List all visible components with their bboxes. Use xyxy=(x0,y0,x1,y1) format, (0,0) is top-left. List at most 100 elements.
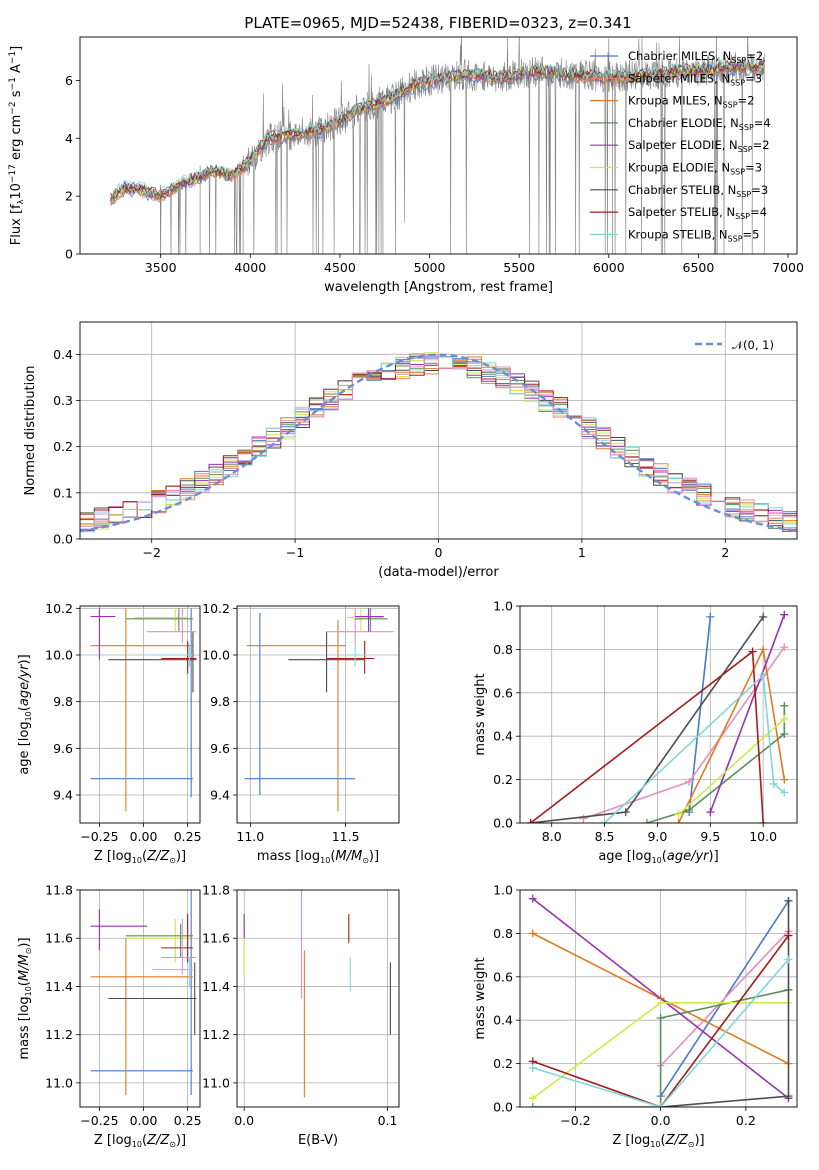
axis-ticks: −0.25 0.00 0.25 9.4 9.6 9.8 10.0 10.2 xyxy=(45,601,201,844)
y-tick-label: 9.4 xyxy=(210,788,230,803)
y-tick-label: 0.0 xyxy=(493,816,513,831)
plot-area xyxy=(90,890,197,1095)
mass-weight-point-marker xyxy=(780,788,789,797)
x-tick-label: 2 xyxy=(721,545,729,560)
plot-area xyxy=(244,608,394,812)
mass-weight-line xyxy=(532,989,789,1107)
y-tick-label: 2 xyxy=(65,189,73,204)
x-tick-label: 6500 xyxy=(683,260,715,275)
y-tick-label: 0.8 xyxy=(493,926,513,941)
legend-series-name: Kroupa ELODIE xyxy=(628,161,714,175)
x-tick-label: 11.5 xyxy=(332,829,360,844)
model-spectrum-line xyxy=(110,57,766,198)
x-tick-label: 4500 xyxy=(324,260,356,275)
x-axis-label: Z [log10(Z/Z⊙)] xyxy=(94,849,186,865)
x-tick-label: 10.0 xyxy=(749,829,777,844)
legend-nssp-value: 5 xyxy=(752,227,759,241)
x-tick-label: 0.25 xyxy=(174,1113,202,1128)
legend-nssp-value: 2 xyxy=(747,94,754,108)
residual-histogram-step xyxy=(80,355,797,539)
legend-label: Kroupa ELODIE, NSSP=3 xyxy=(628,161,762,177)
x-tick-label: 8.0 xyxy=(542,829,562,844)
mass-weight-point-marker xyxy=(759,612,768,621)
axes-frame xyxy=(79,889,201,1108)
mass-weight-line xyxy=(678,718,785,815)
legend-nssp-value: 3 xyxy=(761,183,768,197)
x-axis-label: wavelength [Angstrom, rest frame] xyxy=(324,280,553,295)
mass-weight-point-marker xyxy=(685,777,694,786)
x-tick-label: 6000 xyxy=(593,260,625,275)
x-tick-label: 8.5 xyxy=(595,829,615,844)
axis-ticks: −2 −1 0 1 2 0.0 0.1 0.2 0.3 0.4 xyxy=(53,347,729,560)
axis-ticks: 11.0 11.5 9.4 9.6 9.8 10.0 10.2 xyxy=(202,601,359,844)
y-tick-label: 0.8 xyxy=(493,642,513,657)
x-tick-label: −1 xyxy=(286,545,304,560)
mass-weight-point-marker xyxy=(528,929,537,938)
y-tick-label: 0.2 xyxy=(493,1056,513,1071)
legend-label: Salpeter ELODIE, NSSP=2 xyxy=(628,138,770,154)
grid-lines xyxy=(237,606,399,823)
y-axis-label: Normed distribution xyxy=(23,366,38,496)
y-tick-label: 1.0 xyxy=(493,599,513,614)
mass-vs-metallicity-panel: −0.25 0.00 0.25 11.0 11.2 11.4 11.6 11.8 Z [log1… xyxy=(17,883,202,1150)
x-tick-label: 5500 xyxy=(503,260,535,275)
mass-weight-point-marker xyxy=(674,810,683,819)
plot-area xyxy=(80,352,797,539)
mass-weight-point-marker xyxy=(780,730,789,739)
y-tick-label: 0.6 xyxy=(493,685,513,700)
normal-curve-line xyxy=(80,353,797,533)
legend-series-name: Chabrier STELIB xyxy=(628,183,720,197)
x-tick-label: 11.0 xyxy=(236,829,264,844)
y-tick-label: 0.2 xyxy=(493,772,513,787)
x-tick-label: 9.0 xyxy=(647,829,667,844)
y-tick-label: 9.8 xyxy=(210,694,230,709)
y-tick-label: 4 xyxy=(65,131,73,146)
x-axis-label: Z [log10(Z/Z⊙)] xyxy=(612,1133,704,1149)
spectrum-panel: 3500 4000 4500 5000 5500 6000 6500 70000246Chab… xyxy=(8,36,804,295)
mass-vs-ebv-panel: 0.0 0.1 11.0 11.2 11.4 11.6 11.8 E(B-V) xyxy=(202,883,400,1148)
grid-lines xyxy=(80,606,200,823)
mass-weight-point-marker xyxy=(674,819,683,823)
residual-histogram-panel: −2 −1 0 1 2 0.0 0.1 0.2 0.3 0.4 𝒩(0, 1) (data-model… xyxy=(23,321,798,580)
axes-frame xyxy=(79,321,798,540)
plot-area xyxy=(526,610,789,823)
legend-label: Kroupa MILES, NSSP=2 xyxy=(628,94,755,110)
legend-nssp-value: 3 xyxy=(755,71,762,85)
x-tick-label: 0.1 xyxy=(378,1113,398,1128)
legend-series-name: Kroupa MILES xyxy=(628,94,707,108)
mass-weight-line xyxy=(688,616,712,813)
legend-series-name: Chabrier ELODIE xyxy=(628,116,723,130)
axes-frame xyxy=(519,605,798,824)
mass-weight-point-marker xyxy=(780,714,789,723)
y-tick-label: 9.4 xyxy=(53,788,73,803)
legend-nssp-value: 3 xyxy=(755,161,762,175)
mass-weight-line xyxy=(532,898,789,1099)
x-tick-label: 5000 xyxy=(414,260,446,275)
x-axis-label: Z [log10(Z/Z⊙)] xyxy=(94,1133,186,1149)
mass-weight-line xyxy=(532,935,790,1107)
y-axis-label: mass weight xyxy=(473,673,488,755)
mass-weight-point-marker xyxy=(656,1014,665,1023)
y-tick-label: 0.4 xyxy=(493,1013,513,1028)
legend-label: 𝒩(0, 1) xyxy=(732,338,774,352)
mass-weight-point-marker xyxy=(759,671,768,680)
mass-weight-point-marker xyxy=(748,647,757,656)
mass-weight-line xyxy=(604,673,785,823)
x-tick-label: 1 xyxy=(578,545,586,560)
mass-weight-point-marker xyxy=(784,931,793,940)
mass-weight-point-marker xyxy=(621,808,630,817)
y-axis-label: Flux [fλ10−17 erg cm−2 s−1 A−1] xyxy=(8,46,25,245)
mass-weight-line xyxy=(660,930,790,1067)
y-tick-label: 0.3 xyxy=(53,393,73,408)
axis-ticks: 8.0 8.5 9.0 9.5 10.0 0.0 0.2 0.4 0.6 0.8 1.0 xyxy=(493,599,777,845)
x-tick-label: −2 xyxy=(142,545,160,560)
axes-frame xyxy=(236,889,400,1108)
mass-weight-point-marker xyxy=(685,805,694,814)
mass-weight-point-marker xyxy=(656,998,665,1007)
axes-frame xyxy=(236,605,400,824)
y-tick-label: 9.6 xyxy=(53,741,73,756)
axes-frame xyxy=(79,605,201,824)
mass-weight-point-marker xyxy=(759,645,768,654)
y-tick-label: 11.6 xyxy=(202,931,230,946)
legend-nssp-value: 4 xyxy=(763,116,770,130)
